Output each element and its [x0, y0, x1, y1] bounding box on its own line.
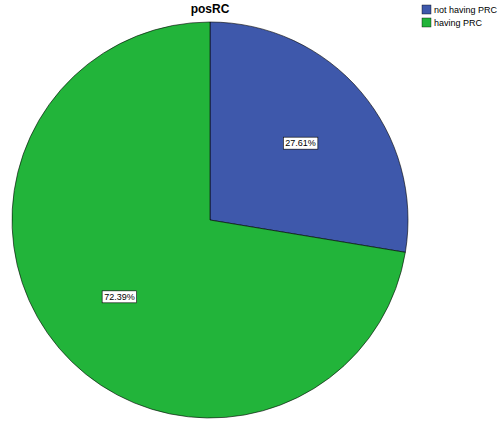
pie-slice — [210, 22, 408, 252]
legend-swatch — [422, 18, 431, 27]
data-label-box — [283, 137, 318, 149]
data-label: 27.61% — [285, 138, 316, 148]
data-labels: 27.61% 72.39% — [102, 137, 318, 303]
legend-swatch — [422, 5, 431, 14]
legend-label: having PRC — [434, 18, 483, 28]
pie — [12, 22, 408, 418]
pie-slice — [12, 22, 405, 418]
legend: not having PRC having PRC — [422, 5, 498, 28]
title: posRC — [191, 2, 230, 16]
chart: posRC 27.61% 72.39% not having PRC having PR… — [0, 0, 500, 425]
legend-label: not having PRC — [434, 5, 498, 15]
background — [0, 0, 500, 425]
data-label: 72.39% — [104, 292, 135, 302]
data-label-box — [102, 291, 137, 303]
